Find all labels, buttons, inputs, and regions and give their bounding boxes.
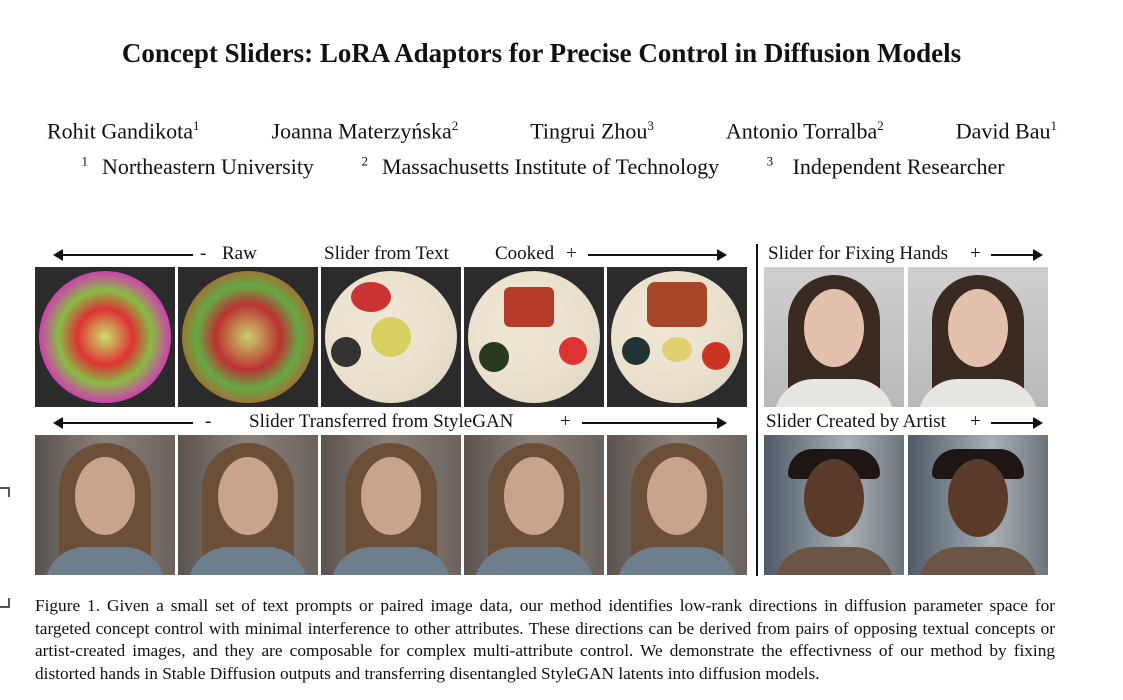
food-image [178, 267, 318, 407]
plus-label: + [970, 411, 981, 432]
food-image [464, 267, 604, 407]
right-arrow [588, 249, 727, 261]
author: Tingrui Zhou3 [530, 118, 654, 144]
plus-label: + [970, 243, 981, 264]
stylegan-label: Slider Transferred from StyleGAN [249, 411, 514, 432]
crop-mark [0, 487, 10, 497]
paper-title: Concept Sliders: LoRA Adaptors for Preci… [121, 38, 962, 68]
food-image-cooked [607, 267, 747, 407]
hands-image-before [764, 267, 904, 407]
raw-label: Raw [222, 243, 257, 264]
figure-caption: Figure 1. Given a small set of text prom… [35, 596, 1055, 683]
face-image [607, 435, 747, 575]
hands-image-after [908, 267, 1048, 407]
affiliations: 1 Northeastern University 2 Massachusetts … [0, 154, 1100, 180]
slider-from-text-label: Slider from Text [324, 243, 449, 264]
artist-image-after [908, 435, 1048, 575]
face-image [35, 435, 175, 575]
affiliation: 3 Independent Researcher [766, 154, 1005, 180]
face-image [321, 435, 461, 575]
author: Antonio Torralba2 [725, 118, 884, 144]
crop-mark [0, 598, 10, 608]
author-list: Rohit Gandikota1 Joanna Materzyńska2 Tin… [47, 118, 1057, 144]
artist-label: Slider Created by Artist [766, 411, 946, 432]
author: David Bau1 [955, 118, 1057, 144]
left-arrow [53, 417, 193, 429]
artist-image-before [764, 435, 904, 575]
affiliation: 1 Northeastern University [81, 154, 314, 180]
fixing-hands-label: Slider for Fixing Hands [768, 243, 948, 264]
affiliation: 2 Massachusetts Institute of Technology [361, 154, 720, 180]
face-image [178, 435, 318, 575]
face-image [464, 435, 604, 575]
cooked-label: Cooked [495, 243, 555, 264]
author: Joanna Materzyńska2 [271, 118, 459, 144]
food-image [321, 267, 461, 407]
minus-label: - [200, 243, 207, 264]
right-arrow [991, 417, 1043, 429]
food-image-raw [35, 267, 175, 407]
right-arrow [582, 417, 727, 429]
figure-divider [756, 244, 758, 576]
plus-label: + [560, 411, 571, 432]
author: Rohit Gandikota1 [47, 118, 200, 144]
left-arrow [53, 249, 193, 261]
plus-label: + [566, 243, 577, 264]
minus-label: - [205, 411, 212, 432]
right-arrow [991, 249, 1043, 261]
